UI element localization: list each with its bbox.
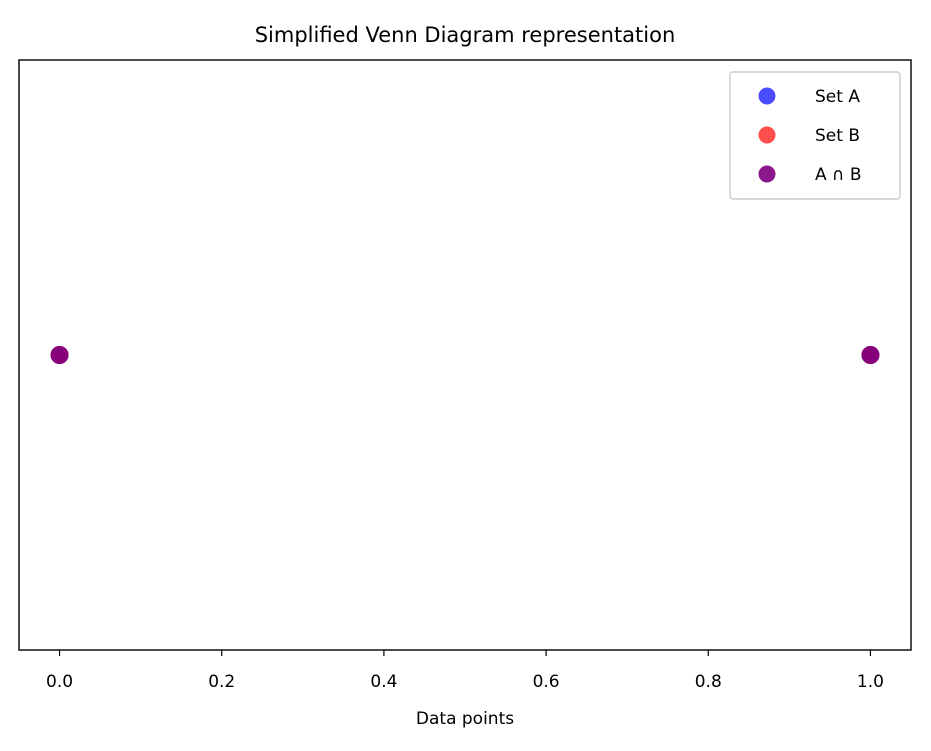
x-tick-label: 0.4 xyxy=(370,672,397,692)
legend-marker-1 xyxy=(758,87,776,105)
legend-label-2: Set B xyxy=(815,126,860,146)
data-points xyxy=(50,346,880,364)
legend-marker-3 xyxy=(758,165,776,183)
chart-title: Simplified Venn Diagram representation xyxy=(255,23,676,47)
x-tick-label: 0.0 xyxy=(46,672,73,692)
x-tick-label: 0.2 xyxy=(208,672,235,692)
legend-label-3: A ∩ B xyxy=(815,165,862,185)
legend[interactable]: Set A Set B A ∩ B xyxy=(729,71,901,200)
legend-label-1: Set A xyxy=(815,87,860,107)
legend-frame xyxy=(729,71,901,200)
data-point-series-3 xyxy=(50,346,69,364)
x-axis-ticks: 0.0 0.2 0.4 0.6 0.8 1.0 xyxy=(46,650,884,692)
data-point-series-3 xyxy=(861,346,880,364)
x-tick-label: 0.6 xyxy=(533,672,560,692)
x-tick-label: 1.0 xyxy=(857,672,884,692)
x-axis-label: Data points xyxy=(416,709,514,729)
x-tick-label: 0.8 xyxy=(695,672,722,692)
legend-marker-2 xyxy=(758,126,776,144)
legend-items: Set A Set B A ∩ B xyxy=(758,87,862,185)
